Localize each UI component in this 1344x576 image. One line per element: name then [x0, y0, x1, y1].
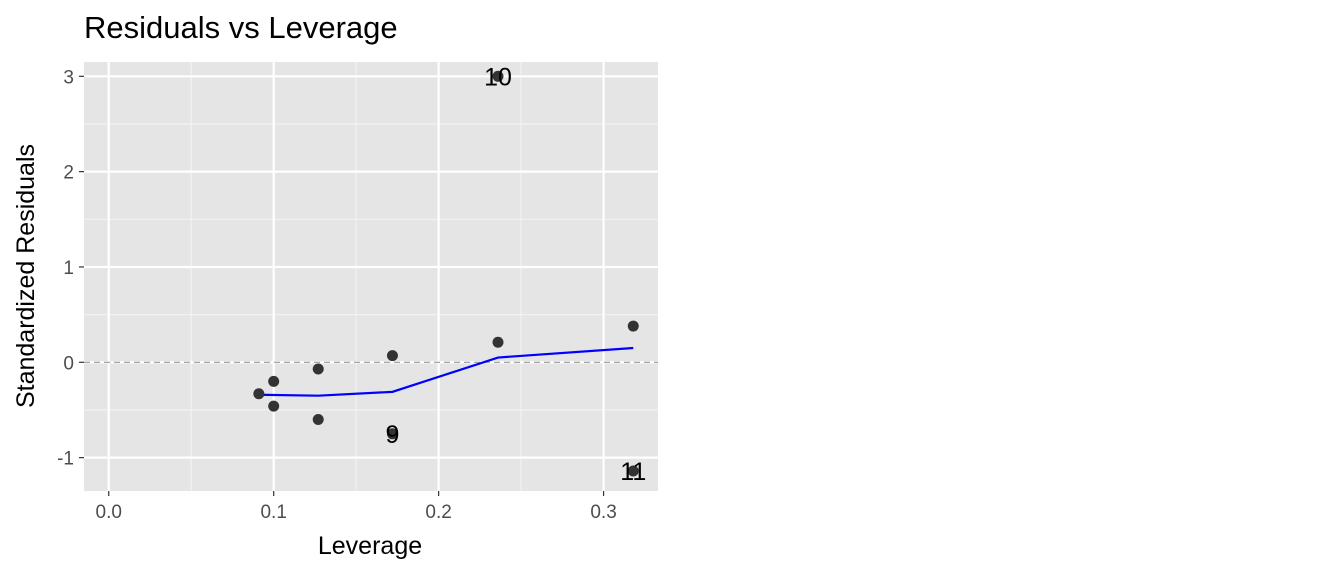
minor-gridlines — [84, 62, 658, 491]
data-point — [253, 388, 265, 400]
data-point — [386, 350, 398, 362]
data-points — [253, 70, 639, 477]
y-axis-title: Standardized Residuals — [12, 144, 40, 408]
data-point — [268, 400, 280, 412]
point-labels: 9 10 11 — [385, 63, 646, 486]
chart-title: Residuals vs Leverage — [84, 10, 398, 45]
data-point — [312, 414, 324, 425]
x-tick-label: 0.3 — [590, 502, 616, 523]
data-point — [492, 70, 504, 82]
data-point — [627, 465, 639, 477]
data-point — [627, 320, 639, 332]
major-gridlines — [84, 62, 658, 491]
x-axis-title: Leverage — [318, 532, 422, 560]
x-tick-label: 0.0 — [96, 502, 122, 523]
point-label: 9 — [385, 421, 399, 449]
y-tick-label: 0 — [63, 353, 74, 374]
x-tick-label: 0.1 — [260, 502, 286, 523]
y-tick-label: -1 — [57, 449, 74, 470]
smooth-trend-line — [258, 346, 634, 397]
data-point — [268, 375, 280, 387]
y-tick-label: 1 — [63, 258, 74, 279]
data-point — [386, 428, 398, 440]
x-axis-ticks: 0.0 0.1 0.2 0.3 — [96, 491, 617, 523]
plot-panel — [84, 62, 658, 491]
data-point — [312, 363, 324, 375]
data-point — [492, 336, 504, 348]
point-label: 10 — [484, 63, 512, 91]
point-label: 11 — [620, 458, 646, 486]
x-tick-label: 0.2 — [425, 502, 451, 523]
y-tick-label: 3 — [63, 67, 74, 88]
y-axis-ticks: -1 0 1 2 3 — [57, 67, 84, 470]
y-tick-label: 2 — [63, 163, 74, 184]
